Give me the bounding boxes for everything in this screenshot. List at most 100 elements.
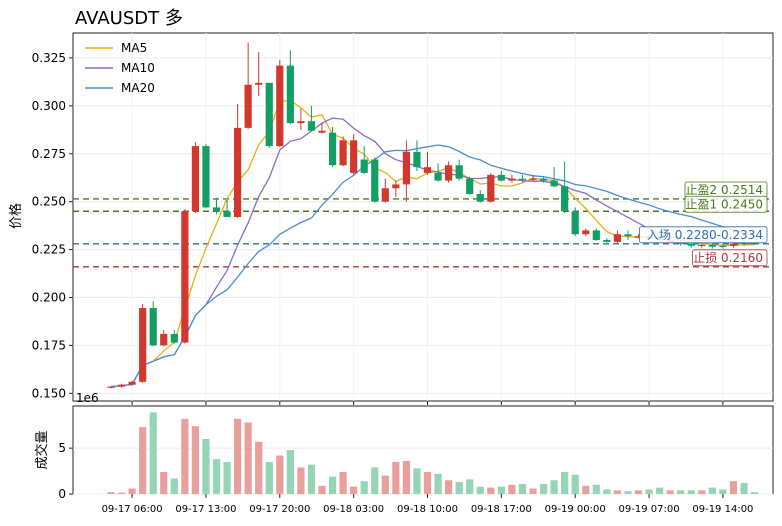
candle-body: [276, 65, 284, 147]
candle-body: [107, 386, 115, 388]
volume-bar: [729, 481, 738, 494]
volume-bar: [381, 475, 389, 494]
candle-body: [202, 146, 210, 208]
volume-bar: [170, 478, 178, 494]
price-axis-label: 价格: [8, 203, 24, 229]
volume-bar: [529, 488, 537, 494]
price-y-ticks: 0.150 0.175 0.200 0.225 0.250 0.275 0.300 0.325: [32, 51, 73, 400]
volume-bar: [445, 480, 453, 494]
volume-bar: [107, 492, 115, 494]
candle-body: [139, 308, 147, 382]
volume-bar: [286, 450, 294, 494]
candle-body: [634, 236, 643, 238]
candle-body: [539, 178, 548, 181]
level-label: 止盈2 0.2514: [686, 183, 763, 197]
candle-body: [698, 244, 706, 246]
candle-body: [265, 82, 273, 147]
volume-bar: [265, 461, 273, 494]
ma20-line: [110, 144, 755, 388]
candle-body: [328, 132, 337, 166]
volume-bar: [212, 459, 221, 494]
candle-body: [318, 130, 326, 133]
candle-body: [160, 333, 168, 346]
volume-bar: [708, 487, 716, 494]
candle-body: [381, 188, 389, 202]
volume-bar: [297, 467, 305, 494]
candle-body: [719, 245, 727, 247]
candle-body: [413, 151, 421, 168]
volume-bar: [223, 461, 231, 494]
level-label-box: [639, 226, 768, 244]
volume-bar: [539, 483, 548, 494]
candle-body: [286, 65, 294, 124]
volume-bar: [624, 491, 632, 494]
volume-bar: [117, 492, 126, 494]
price-y-tick-label: 0.175: [32, 338, 66, 352]
volume-bar: [360, 481, 368, 494]
x-tick-label: 09-17 20:00: [249, 504, 310, 515]
level-label-box: [684, 195, 768, 213]
legend: MA5 MA10 MA20: [85, 41, 155, 95]
candle-body: [571, 211, 579, 235]
candle-body: [117, 384, 126, 387]
volume-bar: [466, 479, 474, 494]
candle-body: [497, 174, 505, 181]
price-y-tick-label: 0.225: [32, 243, 66, 257]
volume-bar: [497, 486, 505, 494]
volume-bar: [634, 490, 643, 494]
volume-y-tick-label: 0: [58, 487, 66, 501]
volume-bar: [234, 418, 242, 494]
volume-offset-label: 1e6: [76, 391, 99, 405]
candle-body: [255, 82, 263, 85]
volume-bar: [160, 472, 168, 494]
x-tick-label: 09-18 03:00: [323, 504, 384, 515]
candles: [107, 42, 759, 389]
volume-axis-label: 成交量: [34, 430, 50, 469]
price-gridlines: [73, 33, 773, 401]
volume-bar: [592, 484, 600, 494]
candle-body: [423, 167, 432, 173]
candle-body: [212, 207, 221, 212]
level-label: 止损 0.2160: [693, 251, 763, 265]
candle-body: [297, 121, 305, 124]
price-y-tick-label: 0.325: [32, 51, 66, 65]
candle-body: [561, 186, 569, 212]
candle-body: [518, 178, 527, 180]
candle-body: [445, 165, 453, 181]
candle-body: [529, 178, 537, 180]
volume-bar: [339, 472, 347, 494]
candle-body: [582, 230, 590, 235]
volume-bar: [740, 483, 748, 494]
price-y-tick-label: 0.250: [32, 195, 66, 209]
candle-body: [434, 172, 442, 181]
volume-bar: [371, 467, 379, 494]
candle-body: [603, 240, 611, 242]
volume-bar: [434, 473, 442, 494]
volume-bar: [413, 468, 421, 494]
volume-bar: [402, 461, 410, 494]
volume-bar: [656, 487, 664, 494]
volume-panel: [72, 405, 774, 495]
chart-title: AVAUSDT 多: [75, 8, 183, 29]
candle-body: [307, 121, 316, 131]
volume-bar: [423, 472, 432, 494]
candle-body: [350, 140, 358, 173]
volume-bar: [603, 489, 611, 494]
volume-bar: [582, 485, 590, 494]
candle-body: [729, 243, 738, 246]
level-label: 止盈1 0.2450: [686, 197, 763, 211]
candle-body: [392, 184, 400, 189]
price-y-tick-label: 0.200: [32, 291, 66, 305]
legend-label-ma10: MA10: [121, 61, 155, 75]
volume-bar: [191, 426, 199, 494]
x-tick-label: 09-19 00:00: [545, 504, 606, 515]
candle-body: [592, 230, 600, 240]
x-tick-label: 09-17 13:00: [175, 504, 236, 515]
volume-bar: [645, 489, 653, 494]
level-label: 入场 0.2280-0.2334: [647, 228, 763, 242]
candle-body: [687, 243, 695, 246]
volume-bar: [698, 490, 706, 494]
volume-bar: [244, 422, 252, 494]
level-label-box: [692, 249, 768, 267]
